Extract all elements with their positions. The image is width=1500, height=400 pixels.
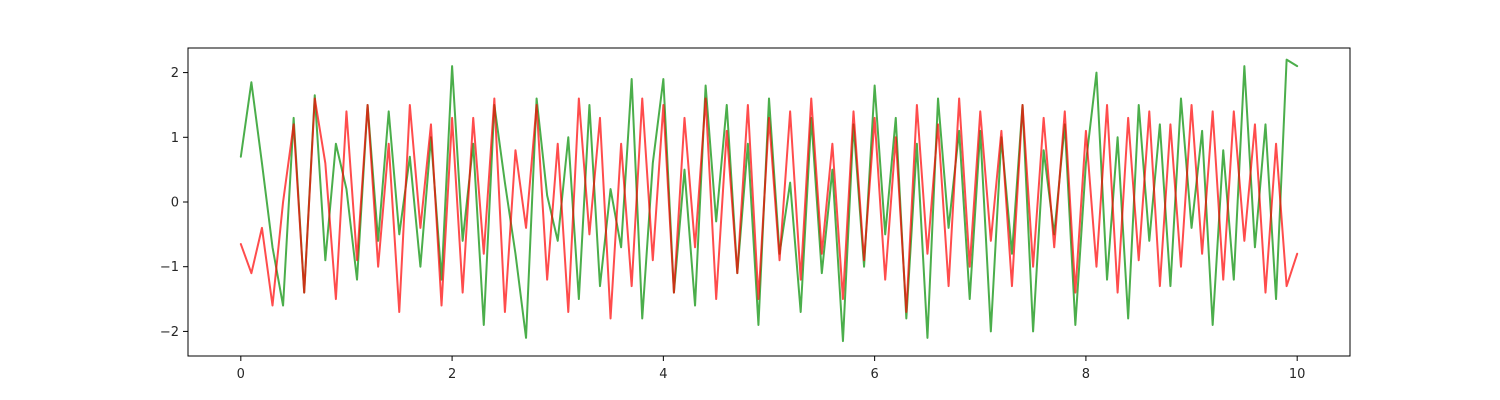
y-tick-label: 1	[171, 131, 179, 146]
y-tick-label: −1	[160, 260, 179, 275]
series-line-2	[239, 97, 1299, 320]
x-tick-label: 8	[1082, 367, 1090, 382]
series-layer	[239, 58, 1299, 343]
x-tick-label: 6	[870, 367, 878, 382]
x-axis-ticks: 0 2 4 6 8 10	[237, 356, 1306, 382]
y-tick-label: −2	[160, 325, 179, 340]
x-tick-label: 4	[659, 367, 667, 382]
y-axis-ticks: −2 −1 0 1 2	[160, 66, 188, 340]
y-tick-label: 2	[171, 66, 179, 81]
x-tick-label: 2	[448, 367, 456, 382]
series-line-1	[239, 58, 1299, 343]
x-tick-label: 0	[237, 367, 245, 382]
x-tick-label: 10	[1289, 367, 1306, 382]
y-tick-label: 0	[171, 196, 179, 211]
